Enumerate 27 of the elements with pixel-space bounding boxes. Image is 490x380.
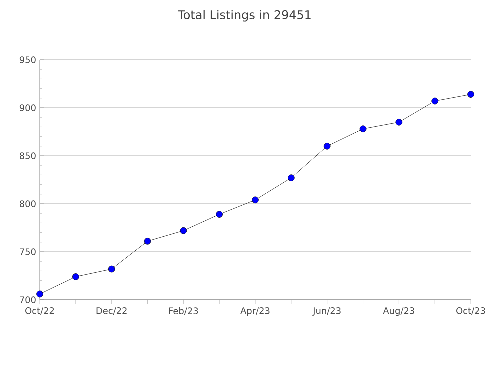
point [396,119,403,126]
point [108,266,116,273]
point [468,91,474,98]
point [216,211,223,218]
point [36,290,44,298]
point [252,196,259,204]
y-tick-label: 950 [20,56,36,64]
x-tick-label: Oct/22 [26,308,54,315]
x-tick-label: Dec/22 [96,308,127,315]
y-tick-label: 800 [20,200,36,208]
x-tick-label: Apr/23 [240,308,270,316]
point [288,174,295,182]
x-tick-label: Aug/23 [383,308,414,316]
y-tick-label: 700 [20,296,36,304]
x-tick-label: Oct/23 [456,308,486,315]
point [72,274,80,280]
point [324,143,331,150]
point [360,126,367,133]
y-tick-label: 900 [20,104,36,112]
y-tick-label: 750 [20,248,36,256]
point [180,227,188,234]
point [432,98,438,105]
point [144,238,152,245]
chart-title: Total Listings in 29451 [178,10,311,22]
x-tick-label: Jun/23 [312,308,341,316]
y-tick-label: 850 [20,152,36,160]
x-tick-label: Feb/23 [169,308,198,316]
